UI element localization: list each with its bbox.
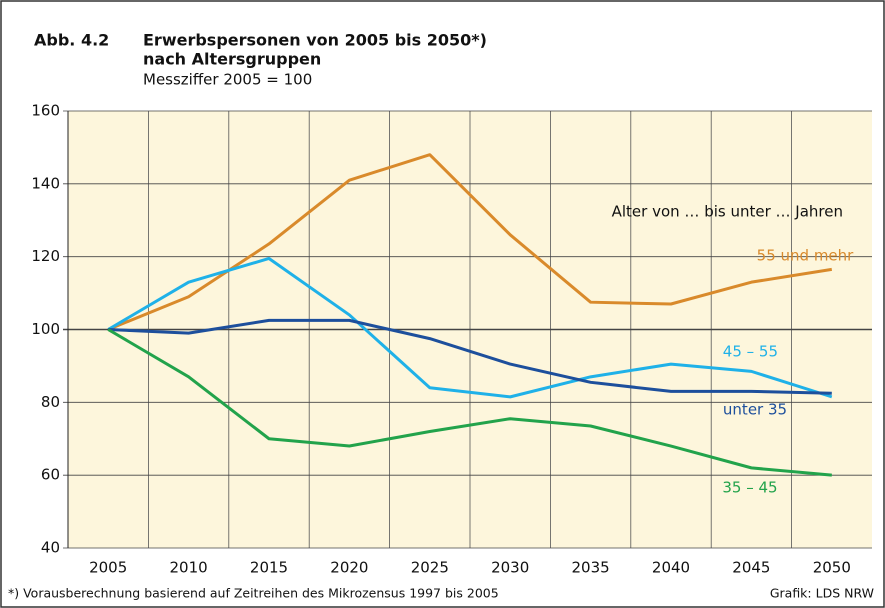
- chart-title: Erwerbspersonen von 2005 bis 2050*): [143, 31, 487, 50]
- y-tick-label: 80: [41, 393, 60, 411]
- y-tick-label: 100: [31, 320, 60, 338]
- y-tick-label: 160: [31, 102, 60, 120]
- series-label: 35 – 45: [722, 479, 777, 497]
- x-tick-label: 2035: [572, 559, 610, 577]
- x-tick-label: 2010: [170, 559, 208, 577]
- chart-title-line2: nach Altersgruppen: [143, 50, 321, 69]
- x-tick-label: 2025: [411, 559, 449, 577]
- y-tick-label: 40: [41, 539, 60, 557]
- source: Grafik: LDS NRW: [770, 586, 874, 601]
- annotation: Alter von … bis unter … Jahren: [612, 203, 843, 221]
- x-tick-label: 2020: [330, 559, 368, 577]
- footnote: *) Vorausberechnung basierend auf Zeitre…: [8, 586, 499, 601]
- chart-title-label: Abb. 4.2: [34, 31, 109, 50]
- y-tick-label: 120: [31, 247, 60, 265]
- series-label: 45 – 55: [723, 343, 778, 361]
- series-label: 55 und mehr: [757, 247, 855, 265]
- y-tick-label: 60: [41, 466, 60, 484]
- x-tick-label: 2005: [89, 559, 127, 577]
- series-label: unter 35: [723, 401, 787, 419]
- x-tick-label: 2030: [491, 559, 529, 577]
- x-tick-label: 2045: [732, 559, 770, 577]
- y-tick-label: 140: [31, 174, 60, 192]
- x-tick-label: 2040: [652, 559, 690, 577]
- x-tick-label: 2050: [813, 559, 851, 577]
- line-series: [107, 256, 833, 399]
- chart-subtitle: Messziffer 2005 = 100: [143, 71, 312, 89]
- line-series: [107, 328, 832, 477]
- x-tick-label: 2015: [250, 559, 288, 577]
- line-series: [108, 318, 832, 395]
